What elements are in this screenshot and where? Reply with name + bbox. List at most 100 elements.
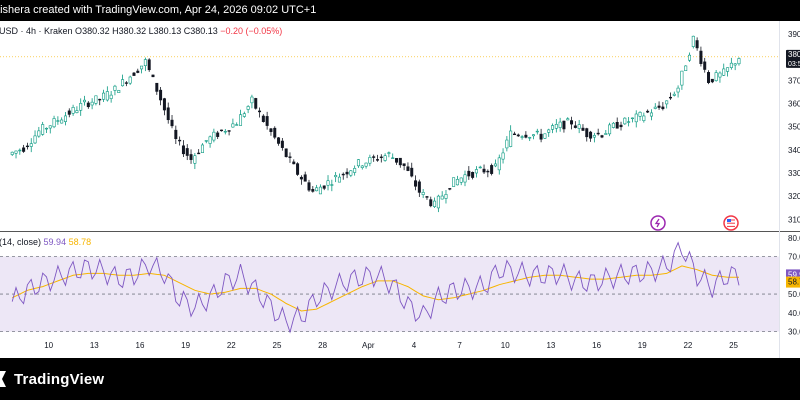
candle-down[interactable] bbox=[227, 130, 231, 132]
candle-down[interactable] bbox=[341, 173, 345, 176]
candle-up[interactable] bbox=[421, 192, 425, 195]
candle-up[interactable] bbox=[102, 92, 106, 100]
candle-down[interactable] bbox=[490, 165, 494, 174]
candle-down[interactable] bbox=[311, 189, 315, 192]
candle-up[interactable] bbox=[497, 157, 501, 171]
candle-up[interactable] bbox=[200, 144, 204, 153]
candle-down[interactable] bbox=[265, 116, 269, 126]
candle-down[interactable] bbox=[486, 170, 490, 173]
candle-down[interactable] bbox=[699, 50, 703, 64]
candle-up[interactable] bbox=[737, 58, 741, 65]
candle-up[interactable] bbox=[592, 135, 596, 138]
candle-up[interactable] bbox=[242, 113, 246, 117]
candle-down[interactable] bbox=[280, 140, 284, 148]
candle-down[interactable] bbox=[429, 199, 433, 207]
candle-up[interactable] bbox=[547, 129, 551, 133]
candle-up[interactable] bbox=[315, 187, 319, 192]
candle-down[interactable] bbox=[406, 166, 410, 171]
candle-up[interactable] bbox=[140, 65, 144, 70]
candle-down[interactable] bbox=[581, 127, 585, 131]
candle-down[interactable] bbox=[273, 127, 277, 138]
candle-down[interactable] bbox=[155, 82, 159, 92]
candle-up[interactable] bbox=[235, 124, 239, 126]
candle-down[interactable] bbox=[269, 128, 273, 132]
candle-down[interactable] bbox=[219, 129, 223, 132]
candle-down[interactable] bbox=[395, 158, 399, 163]
candle-up[interactable] bbox=[48, 125, 52, 129]
candle-up[interactable] bbox=[520, 136, 524, 138]
candle-down[interactable] bbox=[25, 145, 29, 148]
candle-down[interactable] bbox=[178, 139, 182, 142]
candle-up[interactable] bbox=[10, 151, 14, 155]
candle-up[interactable] bbox=[627, 121, 631, 123]
candle-down[interactable] bbox=[425, 196, 429, 198]
candle-up[interactable] bbox=[94, 95, 98, 104]
candle-up[interactable] bbox=[733, 63, 737, 66]
candle-up[interactable] bbox=[509, 130, 513, 147]
candle-up[interactable] bbox=[71, 107, 75, 114]
candle-up[interactable] bbox=[478, 166, 482, 169]
candle-up[interactable] bbox=[722, 68, 726, 76]
candle-down[interactable] bbox=[136, 70, 140, 73]
candle-up[interactable] bbox=[474, 169, 478, 174]
candle-up[interactable] bbox=[608, 124, 612, 135]
candle-up[interactable] bbox=[79, 103, 83, 111]
chart-svg[interactable]: 310 320 330 340 350 360 370 390 30.00 40.00 50.00 7… bbox=[0, 21, 800, 358]
candle-up[interactable] bbox=[37, 130, 41, 137]
candle-up[interactable] bbox=[356, 159, 360, 167]
candle-down[interactable] bbox=[695, 40, 699, 49]
candle-up[interactable] bbox=[368, 157, 372, 164]
candle-up[interactable] bbox=[246, 106, 250, 110]
candle-up[interactable] bbox=[208, 136, 212, 144]
candle-up[interactable] bbox=[75, 110, 79, 113]
candle-up[interactable] bbox=[551, 125, 555, 130]
candle-down[interactable] bbox=[284, 148, 288, 158]
candle-up[interactable] bbox=[387, 152, 391, 154]
candle-up[interactable] bbox=[383, 155, 387, 161]
candle-down[interactable] bbox=[277, 137, 281, 144]
candle-down[interactable] bbox=[292, 161, 296, 165]
candle-down[interactable] bbox=[703, 61, 707, 70]
candle-up[interactable] bbox=[204, 140, 208, 142]
candle-up[interactable] bbox=[684, 65, 688, 72]
candle-up[interactable] bbox=[459, 177, 463, 183]
candle-down[interactable] bbox=[512, 133, 516, 136]
candle-down[interactable] bbox=[562, 120, 566, 130]
candle-down[interactable] bbox=[516, 134, 520, 137]
candle-down[interactable] bbox=[181, 145, 185, 155]
candle-up[interactable] bbox=[391, 157, 395, 159]
candle-down[interactable] bbox=[448, 188, 452, 190]
candle-up[interactable] bbox=[193, 155, 197, 164]
candle-down[interactable] bbox=[398, 157, 402, 166]
candle-down[interactable] bbox=[539, 133, 543, 140]
candle-up[interactable] bbox=[672, 93, 676, 96]
candle-up[interactable] bbox=[653, 106, 657, 109]
candle-up[interactable] bbox=[528, 137, 532, 139]
candle-down[interactable] bbox=[375, 159, 379, 161]
candle-down[interactable] bbox=[372, 156, 376, 158]
candle-up[interactable] bbox=[452, 177, 456, 187]
candle-up[interactable] bbox=[436, 195, 440, 209]
candle-down[interactable] bbox=[132, 72, 136, 76]
candle-down[interactable] bbox=[615, 122, 619, 129]
candle-down[interactable] bbox=[322, 185, 326, 189]
candle-up[interactable] bbox=[623, 117, 627, 125]
candle-up[interactable] bbox=[41, 124, 45, 135]
candle-up[interactable] bbox=[360, 165, 364, 168]
candle-down[interactable] bbox=[124, 82, 128, 84]
candle-down[interactable] bbox=[307, 182, 311, 191]
candle-down[interactable] bbox=[410, 167, 414, 177]
candle-up[interactable] bbox=[531, 134, 535, 137]
candle-up[interactable] bbox=[726, 67, 730, 72]
candle-up[interactable] bbox=[353, 168, 357, 173]
candle-up[interactable] bbox=[729, 62, 733, 68]
candle-up[interactable] bbox=[630, 117, 634, 120]
candle-down[interactable] bbox=[258, 110, 262, 113]
candle-down[interactable] bbox=[379, 156, 383, 159]
candle-up[interactable] bbox=[121, 79, 125, 87]
candle-up[interactable] bbox=[334, 175, 338, 178]
candle-down[interactable] bbox=[216, 132, 220, 137]
candle-down[interactable] bbox=[254, 98, 258, 109]
candle-up[interactable] bbox=[455, 179, 459, 186]
candle-down[interactable] bbox=[707, 72, 711, 83]
